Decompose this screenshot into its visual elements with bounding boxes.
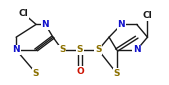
Text: N: N (118, 20, 125, 29)
Text: N: N (12, 45, 20, 54)
Text: O: O (76, 67, 84, 76)
Text: S: S (114, 69, 120, 78)
Text: S: S (95, 45, 102, 54)
Text: N: N (133, 45, 141, 54)
Text: Cl: Cl (19, 9, 29, 18)
Text: S: S (77, 45, 83, 54)
Text: S: S (33, 69, 39, 78)
Text: S: S (59, 45, 65, 54)
Text: Cl: Cl (143, 11, 152, 20)
Text: N: N (42, 20, 49, 29)
